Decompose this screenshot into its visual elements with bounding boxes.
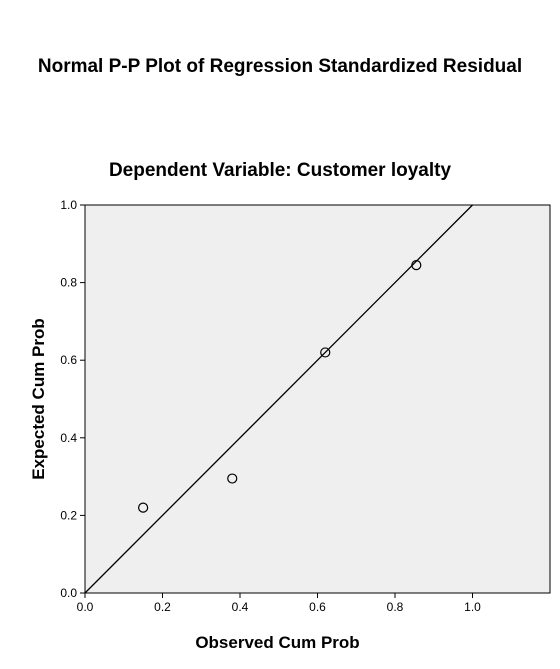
y-tick-label: 1.0 — [60, 198, 77, 212]
x-tick-label: 0.6 — [309, 600, 326, 614]
y-tick-label: 0.6 — [60, 353, 77, 367]
reference-line — [84, 204, 473, 594]
x-tick-label: 0.0 — [77, 600, 94, 614]
y-tick-label: 0.4 — [60, 431, 77, 445]
plot-area — [84, 204, 551, 594]
x-axis-title: Observed Cum Prob — [195, 633, 359, 652]
y-tick-label: 0.2 — [60, 508, 77, 522]
x-tick-label: 1.0 — [464, 600, 481, 614]
y-tick-label: 0.8 — [60, 276, 77, 290]
chart-title: Normal P-P Plot of Regression Standardiz… — [37, 56, 523, 77]
x-tick-label: 0.8 — [387, 600, 404, 614]
data-point — [227, 473, 238, 484]
x-tick-label: 0.4 — [232, 600, 249, 614]
data-point — [138, 502, 149, 513]
data-point — [411, 260, 422, 271]
chart-subtitle: Dependent Variable: Customer loyalty — [108, 160, 452, 181]
x-tick-label: 0.2 — [154, 600, 171, 614]
y-tick-label: 0.0 — [60, 586, 77, 600]
data-point — [320, 347, 331, 358]
y-axis-title: Expected Cum Prob — [29, 318, 48, 480]
